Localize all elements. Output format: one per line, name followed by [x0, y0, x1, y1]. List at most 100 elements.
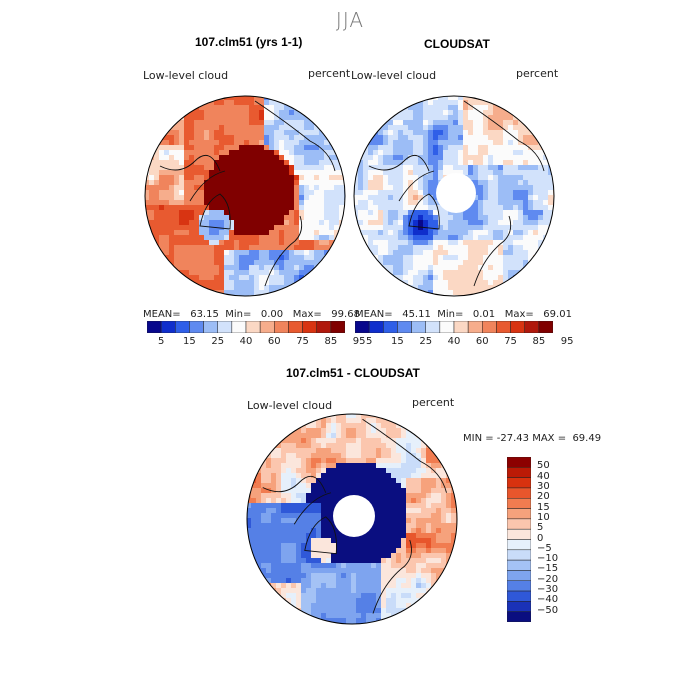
panel2-stats: MEAN= 45.11 Min= 0.01 Max= 69.01: [355, 309, 572, 320]
colorbar-tick-label: 15: [391, 336, 404, 347]
coastline: [362, 418, 447, 493]
panel2-polar-map: [353, 95, 555, 297]
colorbar-tick-label: 60: [267, 336, 281, 347]
colorbar-swatch: [507, 590, 531, 602]
colorbar-swatch: [368, 321, 384, 333]
colorbar-swatch: [160, 321, 176, 333]
coastline: [254, 100, 336, 172]
colorbar-tick-label: 5: [537, 522, 544, 534]
panel1-variable-label: Low-level cloud: [143, 69, 229, 82]
colorbar-swatch: [507, 498, 531, 509]
coastline: [463, 100, 545, 172]
map-border: [353, 95, 555, 297]
colorbar-swatch: [397, 321, 412, 333]
colorbar-tick-label: −10: [537, 553, 559, 565]
colorbar-swatch: [507, 559, 531, 571]
colorbar-swatch: [496, 321, 511, 333]
colorbar-swatch: [147, 321, 162, 333]
colorbar-swatch: [507, 611, 531, 622]
colorbar-swatch: [259, 321, 275, 333]
panel2-units-label: percent: [516, 67, 559, 80]
panel1-colorbar: [147, 321, 345, 333]
season-title: JJA: [335, 8, 365, 32]
colorbar-swatch: [507, 539, 531, 551]
coastline: [304, 516, 337, 555]
panel3-colorbar: [507, 457, 531, 622]
panel2-colorbar: [355, 321, 553, 333]
colorbar-swatch: [524, 321, 540, 333]
colorbar-tick-label: −15: [537, 563, 559, 575]
colorbar-swatch: [507, 601, 531, 612]
panel2-min-label: Min=: [437, 309, 464, 320]
colorbar-tick-label: 10: [537, 511, 550, 523]
field-cells: [354, 96, 554, 296]
colorbar-swatch: [507, 549, 531, 561]
colorbar-swatch: [425, 321, 441, 333]
colorbar-swatch: [507, 518, 531, 530]
colorbar-swatch: [507, 467, 531, 478]
colorbar-swatch: [507, 477, 531, 489]
coastline: [199, 193, 231, 230]
coastline: [372, 539, 412, 614]
panel1-mean-label: MEAN=: [143, 309, 181, 320]
colorbar-swatch: [316, 321, 332, 333]
colorbar-swatch: [245, 321, 261, 333]
panel3-polar-map: [246, 413, 458, 625]
colorbar-tick-label: 85: [532, 336, 546, 347]
coastline: [398, 170, 435, 202]
colorbar-tick-label: 95: [560, 336, 574, 347]
colorbar-swatch: [510, 321, 525, 333]
colorbar-swatch: [507, 457, 531, 468]
colorbar-tick-label: 15: [537, 501, 550, 513]
panel1-title: 107.clm51 (yrs 1-1): [195, 35, 303, 49]
colorbar-tick-label: −40: [537, 594, 559, 606]
colorbar-swatch: [189, 321, 204, 333]
colorbar-swatch: [383, 321, 398, 333]
colorbar-tick-label: 25: [419, 336, 433, 347]
colorbar-tick-label: −50: [537, 604, 559, 616]
missing-data-hole: [436, 173, 476, 213]
coastline: [368, 154, 430, 172]
colorbar-swatch: [507, 508, 531, 520]
panel2-mean-value: 45.11: [402, 309, 431, 320]
colorbar-tick-label: 20: [537, 491, 550, 503]
panel3-title: 107.clm51 - CLOUDSAT: [286, 366, 420, 380]
colorbar-swatch: [274, 321, 289, 333]
panel3-variable-label: Low-level cloud: [247, 399, 333, 412]
colorbar-tick-label: 30: [537, 480, 550, 492]
colorbar-swatch: [482, 321, 497, 333]
colorbar-tick-label: 40: [447, 336, 461, 347]
panel2-max-value: 69.01: [543, 309, 572, 320]
colorbar-tick-label: −20: [537, 573, 559, 585]
colorbar-swatch: [507, 570, 531, 581]
colorbar-tick-label: 50: [537, 460, 550, 472]
colorbar-tick-label: 75: [504, 336, 517, 347]
panel1-units-label: percent: [308, 67, 351, 80]
colorbar-swatch: [203, 321, 218, 333]
panel1-mean-value: 63.15: [190, 309, 219, 320]
colorbar-tick-label: 95: [352, 336, 366, 347]
colorbar-swatch: [538, 321, 553, 333]
panel3-units-label: percent: [412, 396, 455, 409]
colorbar-tick-label: 5: [157, 336, 165, 347]
colorbar-swatch: [439, 321, 455, 333]
colorbar-tick-label: 40: [239, 336, 253, 347]
colorbar-swatch: [217, 321, 233, 333]
field-cells: [145, 96, 345, 296]
panel1-min-value: 0.00: [260, 309, 284, 320]
colorbar-swatch: [507, 580, 531, 592]
coastline: [293, 492, 332, 525]
colorbar-swatch: [355, 321, 370, 333]
panel2-min-value: 0.01: [472, 309, 496, 320]
map-border: [144, 95, 346, 297]
panel1-max-label: Max=: [292, 309, 322, 320]
colorbar-tick-label: 75: [296, 336, 309, 347]
colorbar-swatch: [467, 321, 483, 333]
coastline: [408, 193, 440, 230]
panel2-mean-label: MEAN=: [355, 309, 393, 320]
panel1-stats: MEAN= 63.15 Min= 0.00 Max= 99.68: [143, 309, 360, 320]
colorbar-tick-label: 60: [475, 336, 489, 347]
colorbar-tick-label: 0: [537, 532, 544, 544]
colorbar-tick-label: 25: [211, 336, 225, 347]
panel2-max-label: Max=: [504, 309, 534, 320]
